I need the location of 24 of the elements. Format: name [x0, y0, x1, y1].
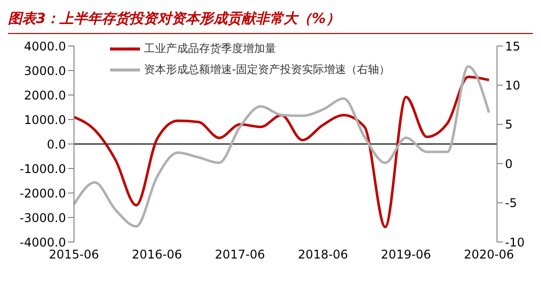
y2-tick-label: 0	[505, 156, 513, 171]
y2-tick-label: 10	[505, 78, 520, 92]
y2-tick-label: 5	[505, 118, 513, 132]
y-tick-label: -4000.0	[20, 235, 66, 250]
legend-label: 工业产成品存货季度增加量	[144, 41, 276, 56]
x-tick-label: 2020-06	[464, 248, 514, 262]
x-tick-label: 2016-06	[132, 248, 182, 262]
chart-title: 图表3：上半年存货投资对资本形成贡献非常大（%）	[8, 8, 533, 34]
y-tick-label: 4000.0	[24, 39, 66, 54]
x-tick-label: 2015-06	[48, 248, 100, 262]
y-tick-label: 0.0	[46, 137, 66, 152]
y-tick-label: -2000.0	[20, 186, 66, 200]
y-tick-label: 3000.0	[24, 64, 66, 78]
y-tick-label: 1000.0	[24, 112, 66, 127]
y2-tick-label: -5	[505, 196, 517, 210]
x-tick-label: 2018-06	[298, 248, 348, 262]
y-tick-label: -3000.0	[20, 210, 66, 225]
y2-tick-label: 15	[505, 39, 520, 54]
x-tick-label: 2019-06	[380, 248, 432, 262]
y-tick-label: -1000.0	[20, 162, 66, 176]
y-tick-label: 2000.0	[24, 88, 66, 102]
x-tick-label: 2017-06	[214, 248, 266, 262]
y2-tick-label: -10	[505, 235, 525, 250]
legend-label: 资本形成总额增速-固定资产投资实际增速（右轴）	[144, 62, 390, 77]
